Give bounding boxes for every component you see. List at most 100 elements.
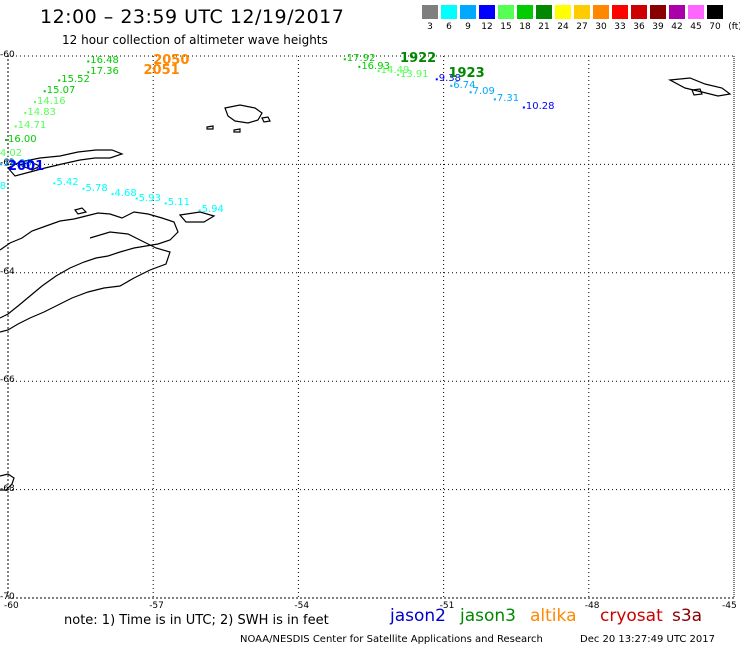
track-point: [493, 98, 496, 101]
lon-tick-label: -54: [294, 601, 310, 611]
satellite-track-points: [0, 58, 525, 212]
satellite-name: jason2: [390, 606, 446, 626]
legend-label: 33: [614, 22, 626, 32]
track-point: [164, 202, 167, 205]
lat-tick-label: -60: [0, 50, 15, 60]
track-point: [14, 125, 17, 128]
legend-swatch: [707, 5, 723, 19]
legend-swatch: [688, 5, 704, 19]
track-point: [358, 65, 361, 68]
track-point: [450, 84, 453, 87]
track-point: [343, 58, 346, 61]
lon-tick-label: -57: [149, 601, 164, 611]
legend-label: 12: [481, 22, 493, 32]
track-point: [5, 139, 7, 142]
wave-height-label: 17.92: [346, 53, 376, 65]
satellite-name: s3a: [672, 606, 703, 626]
legend-swatch: [631, 5, 647, 19]
legend-label: 45: [690, 22, 702, 32]
legend-label: 6: [446, 22, 452, 32]
legend-swatch: [498, 5, 514, 19]
lon-tick-label: -45: [722, 601, 737, 611]
wave-height-label: 14.16: [37, 96, 66, 108]
page-title: 12:00 – 23:59 UTC 12/19/2017: [40, 6, 345, 28]
legend-swatch: [555, 5, 571, 19]
legend-swatch: [479, 5, 495, 19]
wave-height-label: 15.07: [46, 85, 76, 97]
wave-height-label: 16.48: [90, 55, 119, 67]
time-label: 2050: [153, 53, 190, 69]
time-label: 1922: [400, 51, 437, 67]
legend-unit: (ft): [728, 22, 740, 32]
wave-height-label: 5.93: [138, 192, 161, 204]
track-point: [522, 106, 525, 109]
time-label: 1923: [448, 65, 485, 81]
wave-height-label: 4.68: [0, 181, 7, 193]
legend-label: 24: [557, 22, 569, 32]
wave-height-label: 5.78: [85, 182, 108, 194]
wave-height-label: 16.00: [8, 134, 37, 145]
legend-swatch: [441, 5, 457, 19]
wave-height-label: 4.68: [114, 188, 137, 200]
lat-tick-label: -70: [0, 592, 15, 602]
track-point: [0, 163, 3, 166]
wave-height-label: 10.28: [525, 101, 555, 113]
legend-label: 21: [538, 22, 550, 32]
track-point: [111, 193, 114, 196]
wave-height-label: 14.49: [380, 65, 410, 77]
map-frame: [7, 55, 735, 599]
track-point: [82, 187, 85, 190]
wave-height-label: 15.52: [61, 74, 90, 86]
lat-tick-label: -64: [0, 266, 15, 277]
track-point: [43, 90, 46, 93]
track-point: [87, 71, 90, 74]
legend-label: 36: [633, 22, 645, 32]
wave-height-label: 5.11: [167, 197, 190, 209]
wave-height-label: 9.38: [438, 73, 462, 85]
legend-swatch: [422, 5, 438, 19]
lon-tick-label: -51: [439, 601, 455, 611]
wave-height-label: 7.09: [472, 86, 495, 98]
wave-height-label: 5.94: [201, 204, 224, 216]
wave-height-label: 14.02: [0, 147, 23, 159]
legend-swatch: [517, 5, 533, 19]
track-point: [87, 60, 90, 63]
lon-tick-label: -48: [584, 601, 600, 611]
wave-height-label: 5.42: [56, 177, 79, 189]
track-point: [397, 73, 400, 76]
legend-swatch: [593, 5, 609, 19]
track-point: [24, 111, 27, 114]
page-subtitle: 12 hour collection of altimeter wave hei…: [62, 33, 328, 47]
wave-height-label: 7.31: [496, 93, 520, 105]
legend-swatch: [669, 5, 685, 19]
wave-height-label: 14.83: [27, 106, 56, 118]
time-label: 2001: [8, 159, 45, 175]
legend-label: 70: [709, 22, 721, 32]
legend-label: 42: [671, 22, 683, 32]
wave-height-label: 11.96: [3, 158, 32, 170]
legend-label: 39: [652, 22, 664, 32]
track-point: [435, 78, 438, 81]
legend-label: 15: [500, 22, 512, 32]
track-point: [135, 197, 138, 200]
wave-height-label: 16.93: [361, 60, 390, 72]
satellite-name: altika: [530, 606, 577, 626]
lon-tick-label: -60: [4, 601, 19, 611]
legend-label: 30: [595, 22, 607, 32]
lat-tick-label: -68: [0, 483, 15, 494]
track-point: [377, 70, 380, 73]
time-label: 2051: [143, 63, 180, 79]
legend-label: 27: [576, 22, 588, 32]
track-point: [58, 79, 61, 82]
lat-tick-label: -66: [0, 375, 15, 386]
wave-height-label: 17.36: [90, 66, 119, 78]
legend-swatch: [650, 5, 666, 19]
legend-label: 9: [465, 22, 471, 32]
wave-height-label: 14.71: [17, 120, 47, 132]
satellite-name: jason3: [460, 606, 516, 626]
track-point: [198, 209, 201, 212]
wave-height-label: 13.91: [400, 68, 429, 80]
lat-tick-label: -62: [0, 158, 15, 169]
footer-note: note: 1) Time is in UTC; 2) SWH is in fe…: [64, 613, 329, 628]
